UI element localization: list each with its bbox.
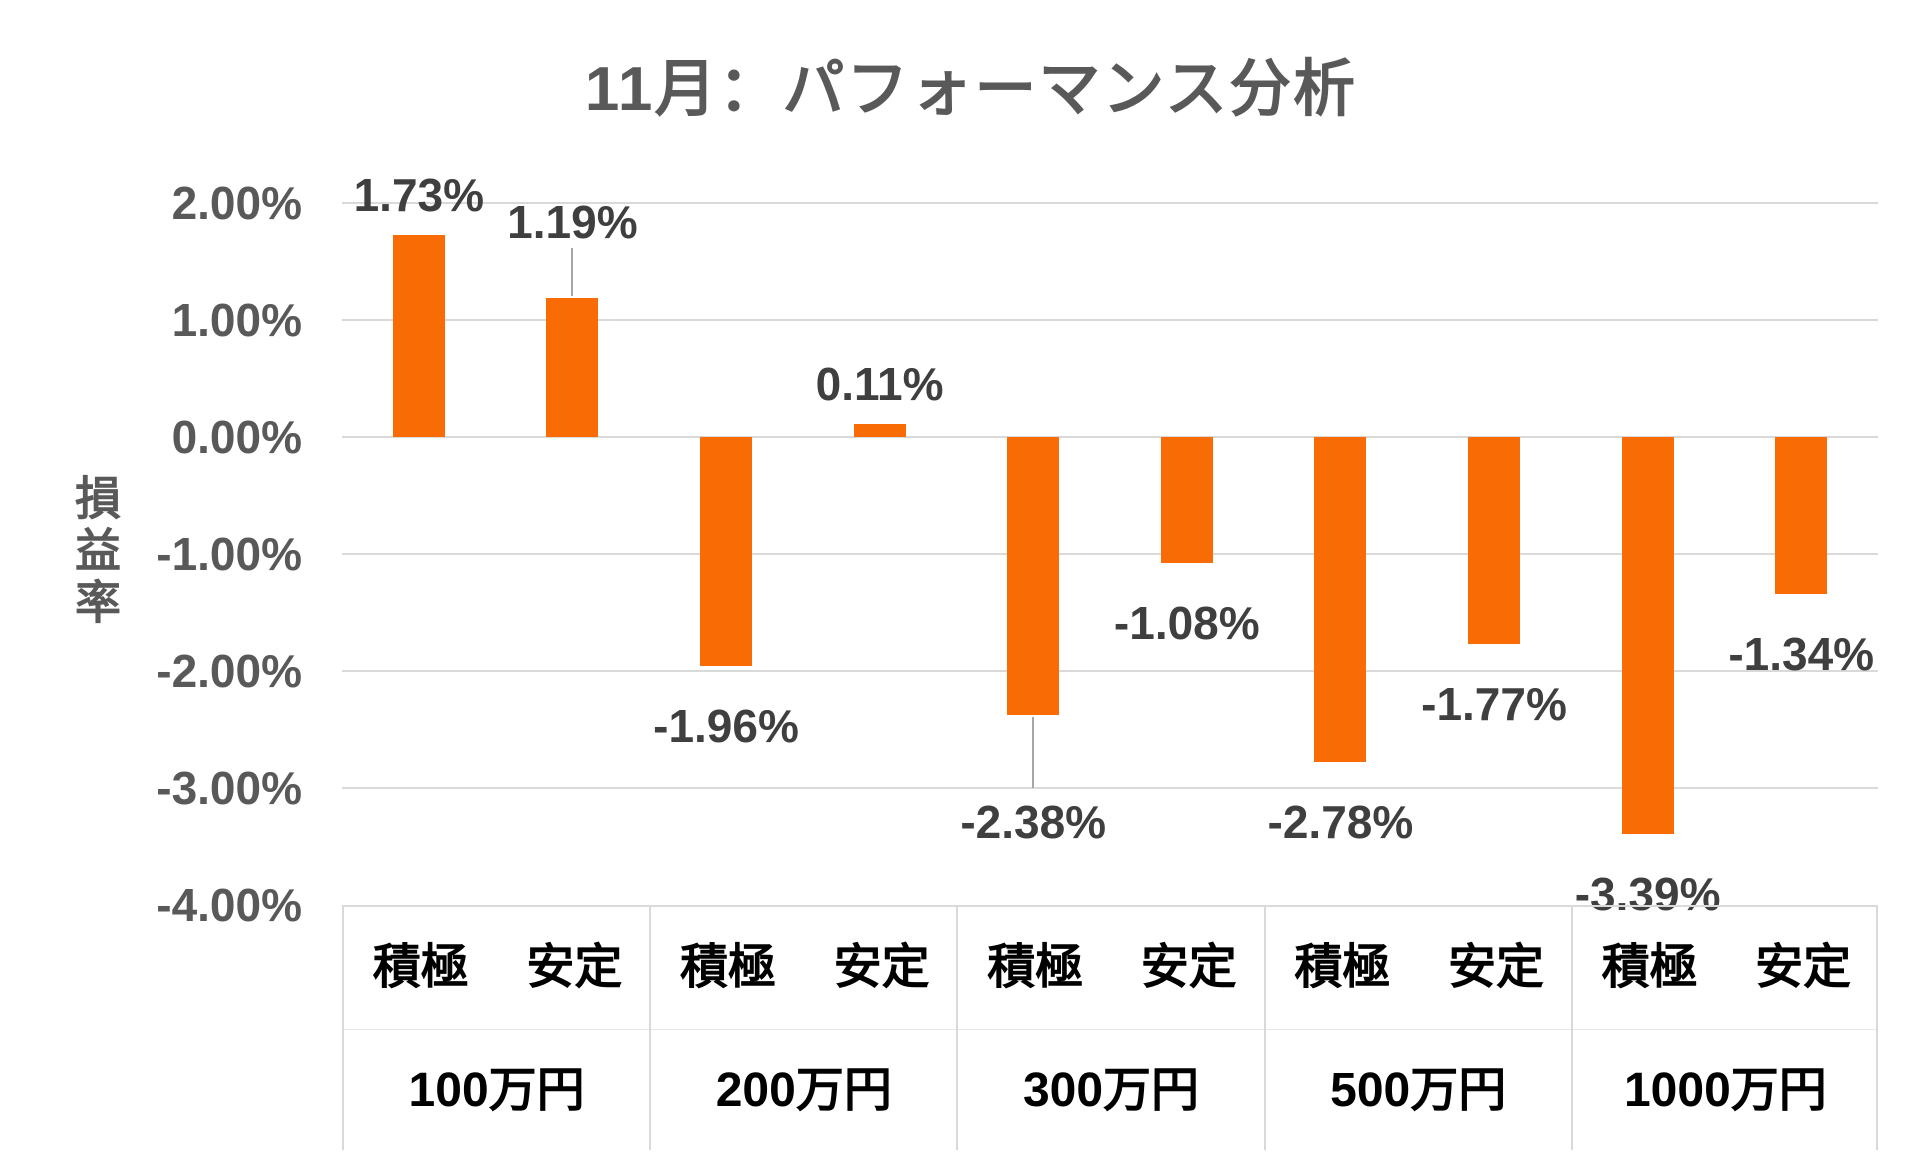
category-label: 100万円 (408, 1063, 585, 1117)
category-axis-table: 積極 安定 100万円 積極 安定 200万円 積極 安定 300万円 積極 安定 500万円 積極 安定… (342, 905, 1878, 1150)
bar (700, 437, 752, 667)
y-tick-label: -2.00% (156, 645, 302, 697)
series-label: 積極 (987, 941, 1084, 994)
category-label: 300万円 (1022, 1063, 1200, 1117)
leader-line (571, 248, 574, 296)
series-label: 安定 (1755, 941, 1852, 994)
category-label: 1000万円 (1623, 1063, 1827, 1117)
y-tick-label: 2.00% (171, 177, 302, 229)
series-label: 積極 (1294, 941, 1391, 994)
bar (546, 297, 599, 437)
gridline (342, 670, 1878, 672)
bar-data-label: -1.77% (1421, 678, 1567, 731)
chart-title: 11月：パフォーマンス分析 (584, 55, 1358, 124)
series-label: 安定 (1447, 941, 1544, 994)
bar-data-label: -3.39% (1574, 867, 1721, 920)
series-label: 安定 (1140, 941, 1237, 994)
series-label: 安定 (833, 941, 930, 994)
series-label: 積極 (1601, 941, 1698, 994)
gridline (342, 202, 1878, 204)
series-label: 積極 (679, 941, 776, 994)
gridline (342, 436, 1878, 438)
bar-data-label: 1.19% (507, 196, 638, 248)
gridline (342, 319, 1878, 321)
axis-group-cell: 積極 安定 1000万円 (1570, 907, 1878, 1150)
axis-row-divider (342, 1029, 1876, 1030)
series-label: 積極 (372, 941, 469, 994)
gridline (342, 787, 1878, 789)
leader-line (1032, 717, 1035, 788)
y-tick-label: 1.00% (171, 294, 302, 346)
bar (1160, 437, 1213, 564)
bar (1621, 437, 1674, 834)
y-tick-label: 0.00% (171, 411, 302, 463)
category-label: 200万円 (715, 1063, 892, 1117)
y-axis-title: 損益率 (69, 474, 121, 630)
bar (853, 424, 906, 437)
bar-data-label: -1.08% (1113, 597, 1260, 650)
axis-group-cell: 積極 安定 500万円 (1263, 907, 1571, 1150)
category-label: 500万円 (1330, 1063, 1507, 1117)
bar (1314, 437, 1367, 763)
bar-data-label: -1.34% (1728, 627, 1875, 680)
series-label: 安定 (526, 941, 623, 994)
gridline (342, 553, 1878, 555)
bar (1775, 437, 1828, 594)
bar (392, 234, 445, 437)
axis-group-cell: 積極 安定 200万円 (649, 907, 956, 1150)
bar-data-label: -2.38% (960, 796, 1107, 848)
axis-group-cell: 積極 安定 300万円 (956, 907, 1263, 1150)
y-tick-label: -4.00% (156, 879, 302, 931)
bar (1468, 437, 1520, 645)
bar-data-label: -2.78% (1267, 796, 1414, 849)
bar-data-label: -1.96% (653, 700, 799, 753)
bar-data-label: 0.11% (815, 358, 944, 411)
bar (1007, 437, 1060, 716)
bar-data-label: 1.73% (353, 168, 485, 221)
y-tick-label: -1.00% (156, 528, 302, 580)
y-tick-label: -3.00% (156, 762, 302, 814)
axis-group-cell: 積極 安定 100万円 (342, 907, 649, 1150)
